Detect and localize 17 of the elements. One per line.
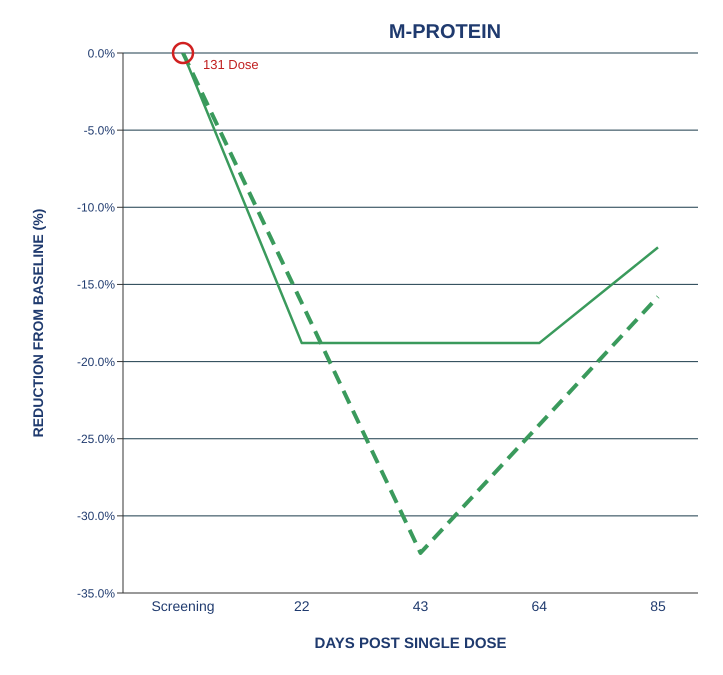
y-tick-label: -20.0%: [76, 354, 116, 369]
x-tick-label: 64: [531, 598, 548, 614]
y-tick-label: 0.0%: [88, 46, 116, 60]
x-tick-label: Screening: [151, 598, 215, 614]
y-tick-label: -30.0%: [76, 509, 116, 524]
x-axis-title: DAYS POST SINGLE DOSE: [314, 635, 506, 652]
y-tick-label: -35.0%: [76, 586, 116, 600]
x-tick-label: 43: [412, 598, 428, 614]
chart-title: M-PROTEIN: [388, 21, 502, 43]
y-tick-label: -15.0%: [76, 278, 116, 292]
x-tick-label: 85: [650, 598, 666, 614]
x-tick-label: 22: [294, 598, 310, 614]
y-axis-title: REDUCTION FROM BASELINE (%): [30, 208, 46, 438]
y-tick-label: -25.0%: [76, 432, 116, 446]
y-tick-label: -10.0%: [76, 200, 116, 215]
annotation: 131 Dose: [203, 57, 259, 72]
y-tick-label: -5.0%: [84, 123, 116, 138]
